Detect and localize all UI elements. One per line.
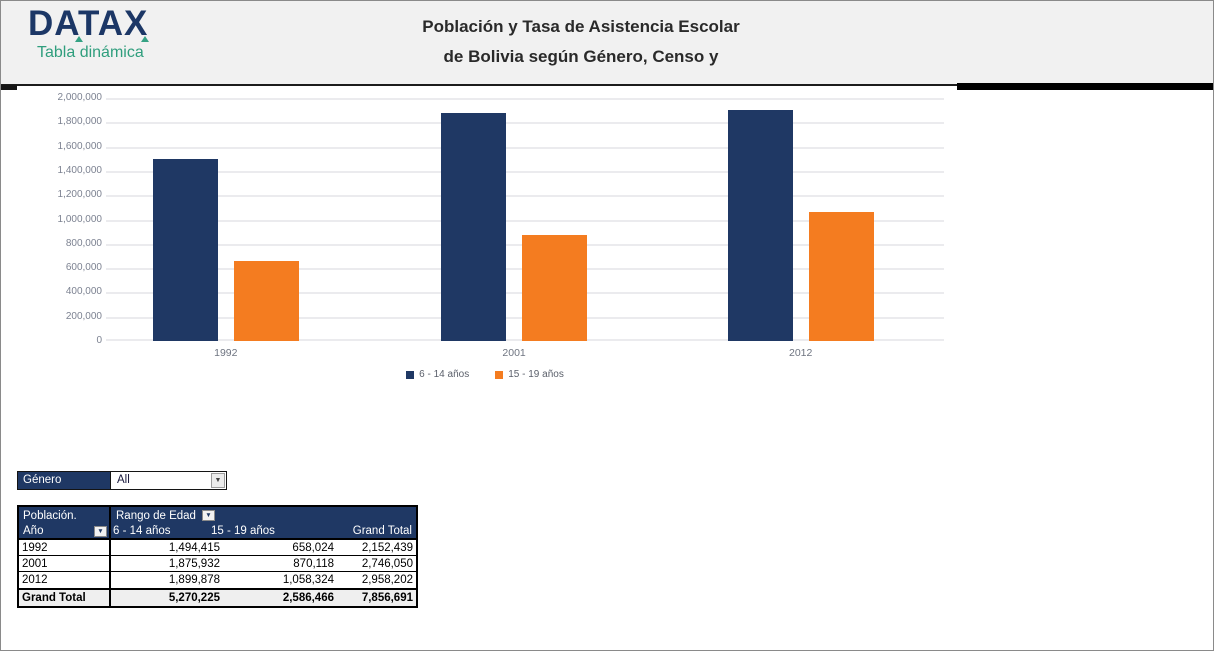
y-tick-label: 400,000	[65, 286, 102, 297]
grand-total-value: 7,856,691	[361, 592, 413, 604]
column-field-header: Rango de Edad ▼	[111, 510, 416, 522]
gridline	[106, 122, 944, 124]
gender-filter-label: Género	[18, 472, 110, 489]
ano-filter-icon[interactable]: ▼	[94, 525, 107, 537]
header-divider-left	[1, 85, 17, 90]
cell-value: 2,958,202	[361, 574, 413, 586]
col-header-15-19: 15 - 19 años	[211, 525, 275, 537]
row-field-header: Año ▼	[19, 524, 111, 538]
pivot-header-row-1: Población. Rango de Edad ▼	[19, 507, 416, 524]
gridline	[106, 195, 944, 197]
pivot-header-row-2: Año ▼ 6 - 14 años 15 - 19 años Grand Tot…	[19, 524, 416, 540]
gridline	[106, 220, 944, 222]
legend-swatch-orange-icon	[495, 370, 504, 379]
bar-2001-series1	[441, 113, 507, 341]
y-tick-label: 2,000,000	[57, 92, 103, 103]
grand-total-value: 5,270,225	[168, 592, 220, 604]
report-title: Población y Tasa de Asistencia Escolar d…	[231, 12, 931, 72]
y-axis-labels: 2,000,000 1,800,000 1,600,000 1,400,000 1,20…	[18, 92, 103, 346]
rango-edad-filter-icon[interactable]: ▼	[201, 510, 215, 521]
row-field-label: Población.	[19, 507, 111, 524]
gridline	[106, 147, 944, 149]
logo: DATAX	[28, 4, 149, 43]
bar-1992-series2	[233, 261, 299, 341]
y-tick-label: 1,000,000	[57, 214, 103, 225]
table-row-1992: 1992 1,494,415 658,024 2,152,439	[19, 540, 416, 556]
bar-2001-series2	[522, 235, 588, 341]
population-bar-chart: 2,000,000 1,800,000 1,600,000 1,400,000 1,20…	[18, 91, 953, 389]
bar-2012-series2	[808, 212, 874, 341]
col-header-6-14: 6 - 14 años	[113, 525, 171, 537]
logo-block: DATAX Tabla dinámica	[28, 4, 149, 62]
dropdown-arrow-icon[interactable]: ▼	[211, 473, 225, 488]
plot-area: 1992 2001 2012	[106, 98, 944, 359]
x-tick-label: 2012	[789, 347, 813, 359]
column-field-label: Rango de Edad	[116, 509, 196, 522]
legend-item-6-14: 6 - 14 años	[406, 369, 469, 380]
gender-filter: Género All ▼	[17, 471, 227, 490]
bar-2012-series1	[727, 110, 793, 341]
legend-label-15-19: 15 - 19 años	[508, 369, 564, 380]
cell-value: 1,899,878	[168, 574, 220, 586]
row-label: 2001	[19, 556, 111, 571]
cell-value: 2,152,439	[361, 541, 413, 554]
cell-value: 1,058,324	[282, 574, 334, 586]
y-tick-label: 1,400,000	[57, 165, 103, 176]
cell-value: 1,875,932	[168, 557, 220, 570]
row-field-label-2: Año	[23, 525, 44, 537]
cell-value: 870,118	[293, 557, 334, 570]
legend-item-15-19: 15 - 19 años	[495, 369, 564, 380]
legend-label-6-14: 6 - 14 años	[419, 369, 470, 380]
header-divider-right	[957, 83, 1213, 90]
row-label: 2012	[19, 572, 111, 588]
x-tick-label: 1992	[214, 347, 238, 359]
y-tick-label: 200,000	[65, 311, 102, 322]
col-header-grand-total: Grand Total	[352, 525, 412, 537]
table-row-grand-total: Grand Total 5,270,225 2,586,466 7,856,69…	[19, 588, 416, 606]
y-tick-label: 1,600,000	[57, 141, 103, 152]
x-tick-label: 2001	[502, 347, 526, 359]
y-tick-label: 600,000	[65, 262, 102, 273]
bar-1992-series1	[152, 159, 218, 341]
logo-accent-icon	[75, 36, 83, 42]
gender-filter-value: All	[117, 474, 130, 486]
row-label: 1992	[19, 540, 111, 555]
table-row-2012: 2012 1,899,878 1,058,324 2,958,202	[19, 572, 416, 588]
gridline	[106, 98, 944, 100]
header: DATAX Tabla dinámica Población y Tasa de…	[1, 1, 1213, 86]
y-tick-label: 1,200,000	[57, 189, 103, 200]
y-tick-label: 0	[96, 335, 102, 346]
y-tick-label: 1,800,000	[57, 116, 103, 127]
cell-value: 658,024	[292, 541, 334, 554]
cell-value: 1,494,415	[168, 541, 220, 554]
chart-legend: 6 - 14 años 15 - 19 años	[106, 369, 944, 380]
title-line1: Población y Tasa de Asistencia Escolar	[422, 17, 740, 36]
table-row-2001: 2001 1,875,932 870,118 2,746,050	[19, 556, 416, 572]
cell-value: 2,746,050	[361, 557, 413, 570]
gender-filter-dropdown[interactable]: All ▼	[110, 472, 226, 489]
grand-total-value: 2,586,466	[282, 592, 334, 604]
logo-subtitle: Tabla dinámica	[37, 44, 144, 61]
legend-swatch-navy-icon	[406, 370, 415, 379]
title-line2: de Bolivia según Género, Censo y	[443, 47, 719, 66]
y-tick-label: 800,000	[65, 238, 102, 249]
logo-accent-icon	[141, 36, 149, 42]
gridline	[106, 171, 944, 173]
grand-total-label: Grand Total	[19, 590, 111, 606]
pivot-table: Población. Rango de Edad ▼ Año ▼ 6 - 14 …	[17, 505, 418, 608]
